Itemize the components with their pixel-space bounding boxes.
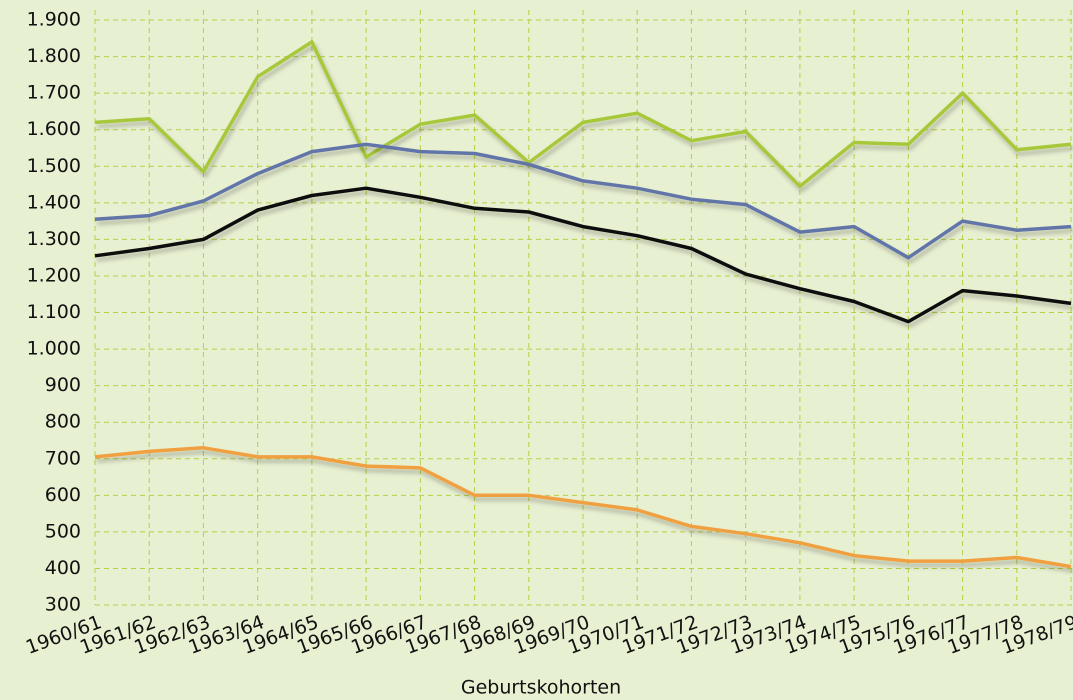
y-tick-label: 1.300 <box>27 228 81 250</box>
y-tick-label: 1.000 <box>27 338 81 360</box>
y-tick-label: 600 <box>45 484 81 506</box>
y-tick-label: 1.400 <box>27 191 81 213</box>
y-tick-label: 400 <box>45 557 81 579</box>
y-tick-label: 900 <box>45 374 81 396</box>
y-tick-label: 1.900 <box>27 9 81 31</box>
y-tick-label: 1.100 <box>27 301 81 323</box>
y-tick-label: 300 <box>45 594 81 616</box>
y-tick-label: 700 <box>45 447 81 469</box>
y-tick-label: 1.700 <box>27 82 81 104</box>
x-axis-label: Geburtskohorten <box>461 677 621 699</box>
y-tick-label: 1.600 <box>27 118 81 140</box>
y-tick-label: 1.500 <box>27 155 81 177</box>
y-tick-label: 500 <box>45 520 81 542</box>
series-line <box>94 186 1072 324</box>
series-line <box>94 446 1072 569</box>
series-line <box>94 142 1072 260</box>
y-tick-label: 800 <box>45 411 81 433</box>
series-line <box>94 40 1072 189</box>
y-tick-label: 1.200 <box>27 264 81 286</box>
y-tick-label: 1.800 <box>27 45 81 67</box>
